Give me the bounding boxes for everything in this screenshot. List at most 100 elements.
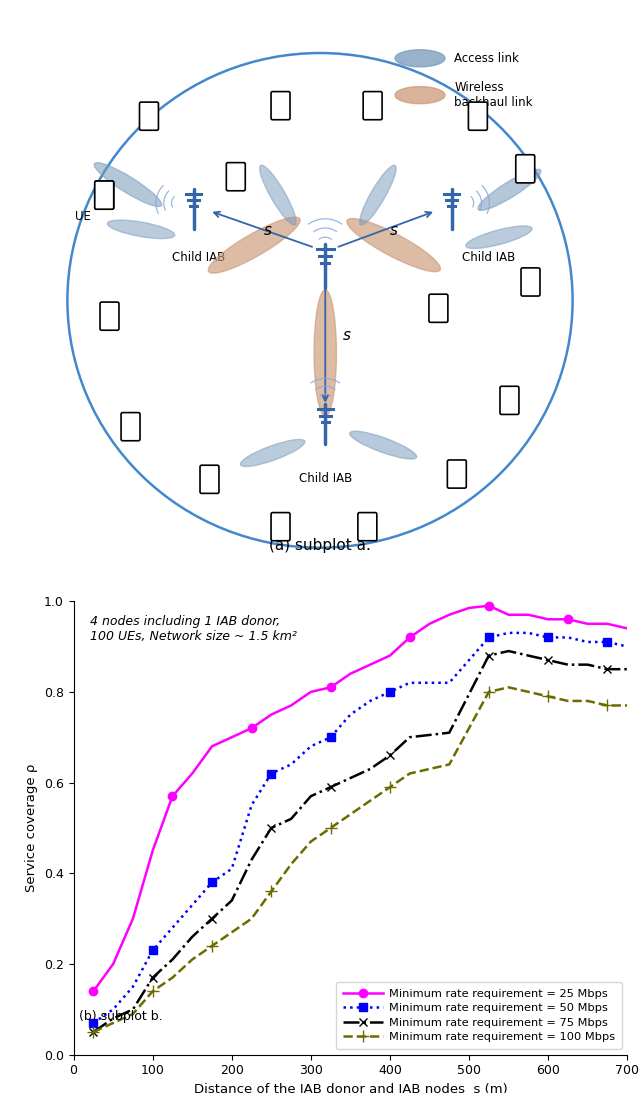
FancyBboxPatch shape — [271, 92, 290, 120]
Minimum rate requirement = 75 Mbps — [604, 662, 611, 675]
Minimum rate requirement = 50 Mbps — [485, 631, 493, 644]
Minimum rate requirement = 50 Mbps — [109, 1003, 117, 1016]
FancyBboxPatch shape — [200, 466, 219, 493]
Minimum rate requirement = 25 Mbps — [109, 957, 117, 971]
Ellipse shape — [478, 169, 541, 211]
Line: Minimum rate requirement = 25 Mbps: Minimum rate requirement = 25 Mbps — [89, 601, 632, 996]
Minimum rate requirement = 100 Mbps — [366, 795, 374, 808]
Minimum rate requirement = 75 Mbps — [347, 772, 355, 785]
Minimum rate requirement = 100 Mbps — [188, 953, 196, 966]
Minimum rate requirement = 25 Mbps — [465, 601, 473, 614]
Text: 4 nodes including 1 IAB donor,
100 UEs, Network size ~ 1.5 km²: 4 nodes including 1 IAB donor, 100 UEs, … — [90, 614, 297, 643]
Minimum rate requirement = 25 Mbps — [188, 767, 196, 780]
Minimum rate requirement = 25 Mbps — [327, 681, 335, 694]
Minimum rate requirement = 100 Mbps — [505, 681, 513, 694]
Minimum rate requirement = 25 Mbps — [347, 667, 355, 680]
FancyBboxPatch shape — [363, 92, 382, 120]
Minimum rate requirement = 50 Mbps — [208, 875, 216, 889]
FancyBboxPatch shape — [358, 513, 377, 541]
Minimum rate requirement = 100 Mbps — [525, 685, 532, 698]
Line: Minimum rate requirement = 100 Mbps: Minimum rate requirement = 100 Mbps — [88, 682, 633, 1037]
Minimum rate requirement = 100 Mbps — [584, 694, 591, 707]
Text: (b) subplot b.: (b) subplot b. — [79, 1010, 163, 1023]
Minimum rate requirement = 100 Mbps — [90, 1025, 97, 1038]
Minimum rate requirement = 75 Mbps — [109, 1012, 117, 1025]
FancyBboxPatch shape — [227, 163, 245, 191]
Minimum rate requirement = 50 Mbps — [525, 626, 532, 639]
Minimum rate requirement = 75 Mbps — [129, 1003, 137, 1016]
Minimum rate requirement = 75 Mbps — [564, 658, 572, 671]
Text: Wireless
backhaul link: Wireless backhaul link — [454, 81, 532, 109]
Minimum rate requirement = 75 Mbps — [386, 749, 394, 762]
Minimum rate requirement = 25 Mbps — [149, 844, 157, 857]
Minimum rate requirement = 100 Mbps — [228, 926, 236, 939]
FancyBboxPatch shape — [468, 102, 487, 130]
Minimum rate requirement = 50 Mbps — [366, 694, 374, 707]
Minimum rate requirement = 25 Mbps — [228, 731, 236, 744]
Text: Child IAB: Child IAB — [299, 472, 352, 485]
Minimum rate requirement = 75 Mbps — [584, 658, 591, 671]
Minimum rate requirement = 25 Mbps — [287, 698, 295, 712]
Minimum rate requirement = 25 Mbps — [406, 631, 413, 644]
Minimum rate requirement = 50 Mbps — [623, 639, 631, 653]
Minimum rate requirement = 100 Mbps — [623, 698, 631, 712]
Minimum rate requirement = 25 Mbps — [584, 618, 591, 631]
Ellipse shape — [395, 50, 445, 67]
Minimum rate requirement = 75 Mbps — [188, 930, 196, 943]
Minimum rate requirement = 50 Mbps — [228, 862, 236, 875]
Text: Child IAB: Child IAB — [462, 251, 515, 263]
Minimum rate requirement = 50 Mbps — [564, 631, 572, 644]
Ellipse shape — [208, 218, 300, 273]
Text: $s$: $s$ — [262, 223, 272, 237]
Minimum rate requirement = 25 Mbps — [544, 613, 552, 626]
Minimum rate requirement = 100 Mbps — [109, 1016, 117, 1030]
FancyBboxPatch shape — [100, 302, 119, 330]
Minimum rate requirement = 25 Mbps — [564, 613, 572, 626]
Minimum rate requirement = 100 Mbps — [208, 939, 216, 952]
Minimum rate requirement = 50 Mbps — [386, 685, 394, 698]
Minimum rate requirement = 75 Mbps — [485, 649, 493, 662]
Ellipse shape — [241, 439, 305, 467]
Minimum rate requirement = 25 Mbps — [129, 912, 137, 925]
Minimum rate requirement = 75 Mbps — [327, 780, 335, 794]
Minimum rate requirement = 100 Mbps — [445, 757, 453, 771]
Minimum rate requirement = 75 Mbps — [90, 1025, 97, 1038]
Text: UE: UE — [76, 210, 91, 223]
FancyBboxPatch shape — [447, 460, 467, 489]
Minimum rate requirement = 25 Mbps — [525, 608, 532, 621]
Minimum rate requirement = 75 Mbps — [287, 812, 295, 825]
Ellipse shape — [314, 290, 337, 416]
Ellipse shape — [260, 165, 296, 225]
Minimum rate requirement = 100 Mbps — [129, 1008, 137, 1021]
Minimum rate requirement = 25 Mbps — [248, 721, 255, 734]
Minimum rate requirement = 75 Mbps — [149, 971, 157, 984]
Ellipse shape — [360, 165, 396, 225]
Minimum rate requirement = 75 Mbps — [544, 654, 552, 667]
Minimum rate requirement = 50 Mbps — [307, 740, 315, 753]
Minimum rate requirement = 25 Mbps — [604, 618, 611, 631]
Minimum rate requirement = 100 Mbps — [327, 822, 335, 835]
FancyBboxPatch shape — [95, 181, 114, 209]
Minimum rate requirement = 75 Mbps — [505, 645, 513, 658]
Minimum rate requirement = 100 Mbps — [307, 835, 315, 848]
Minimum rate requirement = 100 Mbps — [544, 690, 552, 703]
Minimum rate requirement = 75 Mbps — [228, 894, 236, 907]
Minimum rate requirement = 100 Mbps — [248, 912, 255, 925]
Ellipse shape — [395, 86, 445, 104]
Minimum rate requirement = 50 Mbps — [505, 626, 513, 639]
Minimum rate requirement = 25 Mbps — [90, 985, 97, 998]
Minimum rate requirement = 75 Mbps — [445, 726, 453, 739]
Minimum rate requirement = 100 Mbps — [347, 808, 355, 821]
Ellipse shape — [347, 219, 440, 272]
Text: (a) subplot a.: (a) subplot a. — [269, 538, 371, 553]
Text: $s$: $s$ — [389, 223, 399, 237]
Text: $s$: $s$ — [342, 328, 351, 343]
Minimum rate requirement = 50 Mbps — [406, 677, 413, 690]
Minimum rate requirement = 75 Mbps — [366, 763, 374, 776]
Y-axis label: Service coverage ρ: Service coverage ρ — [26, 764, 38, 892]
Minimum rate requirement = 25 Mbps — [386, 649, 394, 662]
Minimum rate requirement = 50 Mbps — [347, 708, 355, 721]
Minimum rate requirement = 75 Mbps — [307, 789, 315, 802]
Minimum rate requirement = 50 Mbps — [188, 898, 196, 912]
FancyBboxPatch shape — [516, 155, 534, 183]
